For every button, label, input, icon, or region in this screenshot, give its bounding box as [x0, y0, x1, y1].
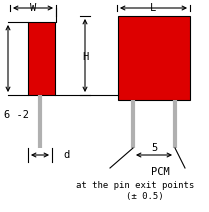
Text: (± 0.5): (± 0.5) — [126, 191, 164, 201]
Text: H: H — [82, 52, 88, 62]
Text: 5: 5 — [151, 143, 157, 153]
Text: W: W — [30, 3, 36, 13]
Bar — [118, 16, 190, 100]
Text: L: L — [150, 3, 156, 13]
Bar — [28, 22, 55, 95]
Text: d: d — [63, 150, 69, 160]
Text: PCM: PCM — [151, 167, 169, 177]
Text: 6 -2: 6 -2 — [4, 110, 29, 120]
Text: at the pin exit points: at the pin exit points — [76, 180, 194, 190]
